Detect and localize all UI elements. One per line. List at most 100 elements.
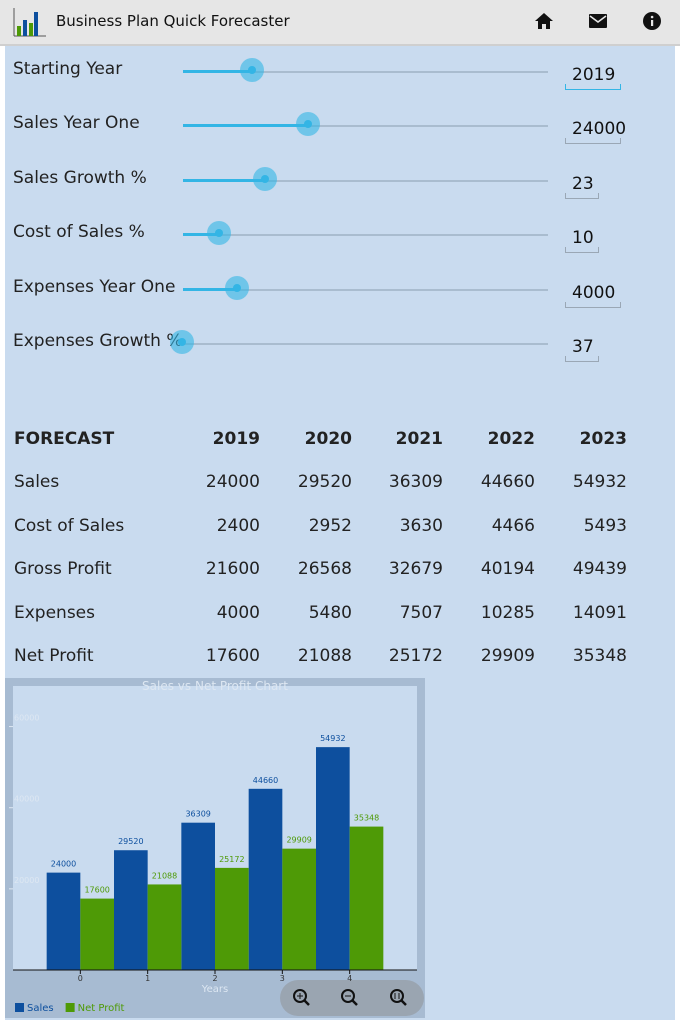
chart-title: Sales vs Net Profit Chart [142, 679, 288, 693]
legend-label: Net Profit [78, 1003, 125, 1014]
table-cell: 5493 [583, 515, 627, 536]
table-cell: 7507 [399, 602, 443, 623]
table-cell: 4466 [491, 515, 535, 536]
bar-label: 25172 [219, 855, 244, 864]
slider-track [183, 288, 548, 291]
table-cell: 25172 [388, 646, 443, 666]
bar [114, 850, 148, 970]
input-value[interactable]: 37 [572, 337, 594, 357]
bar-label: 21088 [152, 871, 177, 880]
table-cell: 2952 [308, 515, 352, 536]
slider-thumb[interactable] [207, 221, 231, 246]
mail-button[interactable] [588, 12, 608, 30]
slider-thumb[interactable] [240, 58, 264, 82]
slider-thumb[interactable] [225, 275, 249, 300]
bar-label: 44660 [253, 776, 278, 785]
slider-thumb[interactable] [296, 112, 320, 137]
x-tick-label: 4 [347, 974, 352, 983]
table-cell: 17600 [205, 646, 260, 666]
table-cell: 54932 [572, 472, 627, 492]
slider-thumb[interactable] [253, 166, 277, 191]
table-header: 2021 [395, 429, 443, 449]
bar-label: 29909 [286, 836, 311, 845]
bar [282, 848, 316, 970]
legend-swatch [15, 1003, 24, 1012]
input-underline[interactable] [565, 356, 599, 362]
x-tick-label: 1 [145, 974, 150, 983]
x-axis-label: Years [201, 984, 228, 995]
row-label: Expenses [14, 602, 95, 623]
input-value[interactable]: 10 [572, 228, 594, 249]
top-bar: Business Plan Quick Forecaster [0, 0, 680, 46]
table-cell: 40194 [480, 559, 535, 579]
bar [316, 747, 350, 970]
input-label[interactable]: Sales Growth % [13, 167, 147, 188]
input-value[interactable]: 4000 [572, 282, 616, 303]
bar [349, 826, 384, 970]
input-underline[interactable] [565, 84, 621, 90]
bar-label: 29520 [118, 837, 143, 846]
slider-fill [183, 178, 265, 182]
legend-swatch [65, 1003, 75, 1012]
bar [147, 884, 182, 970]
table-cell: 36309 [388, 472, 443, 492]
home-button[interactable] [534, 11, 554, 31]
bar-label: 36309 [185, 810, 210, 819]
input-value[interactable]: 23 [572, 173, 594, 194]
chart: Sales vs Net Profit Chart Years 20000 400… [5, 678, 425, 1018]
input-label[interactable]: Sales Year One [13, 113, 140, 134]
table-cell: 21088 [297, 646, 352, 666]
table-cell: 26568 [297, 559, 352, 579]
zoom-out[interactable] [341, 989, 358, 1006]
bar-label: 54932 [320, 734, 345, 743]
app-icon [13, 8, 46, 37]
table-cell: 21600 [205, 559, 260, 579]
x-tick-label: 2 [212, 974, 217, 983]
app-title: Business Plan Quick Forecaster [56, 12, 290, 30]
table-cell: 5480 [308, 602, 352, 623]
row-label: Gross Profit [14, 559, 112, 579]
bar [80, 898, 114, 970]
slider-fill [183, 233, 219, 237]
slider-track [183, 343, 548, 345]
input-label[interactable]: Cost of Sales % [13, 222, 145, 243]
table-cell: 44660 [480, 472, 535, 492]
y-tick-label: 60000 [14, 714, 39, 723]
zoom-in[interactable] [293, 989, 310, 1006]
slider-thumb[interactable] [170, 330, 194, 354]
input-underline[interactable] [565, 192, 599, 199]
bar-label: 35348 [354, 814, 379, 823]
y-tick-label: 40000 [14, 795, 39, 804]
table-cell: 32679 [388, 559, 443, 579]
table-cell: 49439 [572, 559, 627, 579]
legend-label: Sales [27, 1003, 54, 1014]
table-header: 2022 [487, 429, 535, 449]
slider-track [183, 234, 548, 237]
slider-track [183, 71, 548, 73]
row-label: Cost of Sales [14, 515, 125, 536]
zoom-reset[interactable] [390, 989, 407, 1006]
input-label[interactable]: Expenses Growth % [13, 331, 183, 351]
bar-label: 17600 [84, 886, 109, 895]
bar [46, 872, 81, 970]
table-cell: 29909 [480, 646, 535, 666]
table-cell: 4000 [216, 602, 260, 623]
table-header: FORECAST [14, 429, 115, 449]
slider-fill [183, 70, 252, 73]
table-header: 2023 [579, 429, 627, 449]
input-underline[interactable] [565, 247, 599, 254]
input-value[interactable]: 2019 [572, 65, 616, 85]
input-label[interactable]: Expenses Year One [13, 276, 176, 297]
input-label[interactable]: Starting Year [13, 59, 123, 79]
info-button[interactable] [642, 11, 662, 31]
slider-fill [183, 124, 308, 128]
input-underline[interactable] [565, 138, 621, 145]
x-tick-label: 3 [280, 974, 285, 983]
slider-fill [183, 287, 237, 291]
table-cell: 14091 [572, 602, 627, 623]
table-cell: 29520 [297, 472, 352, 492]
input-value[interactable]: 24000 [572, 119, 627, 140]
bar [248, 788, 283, 970]
input-underline[interactable] [565, 301, 621, 308]
